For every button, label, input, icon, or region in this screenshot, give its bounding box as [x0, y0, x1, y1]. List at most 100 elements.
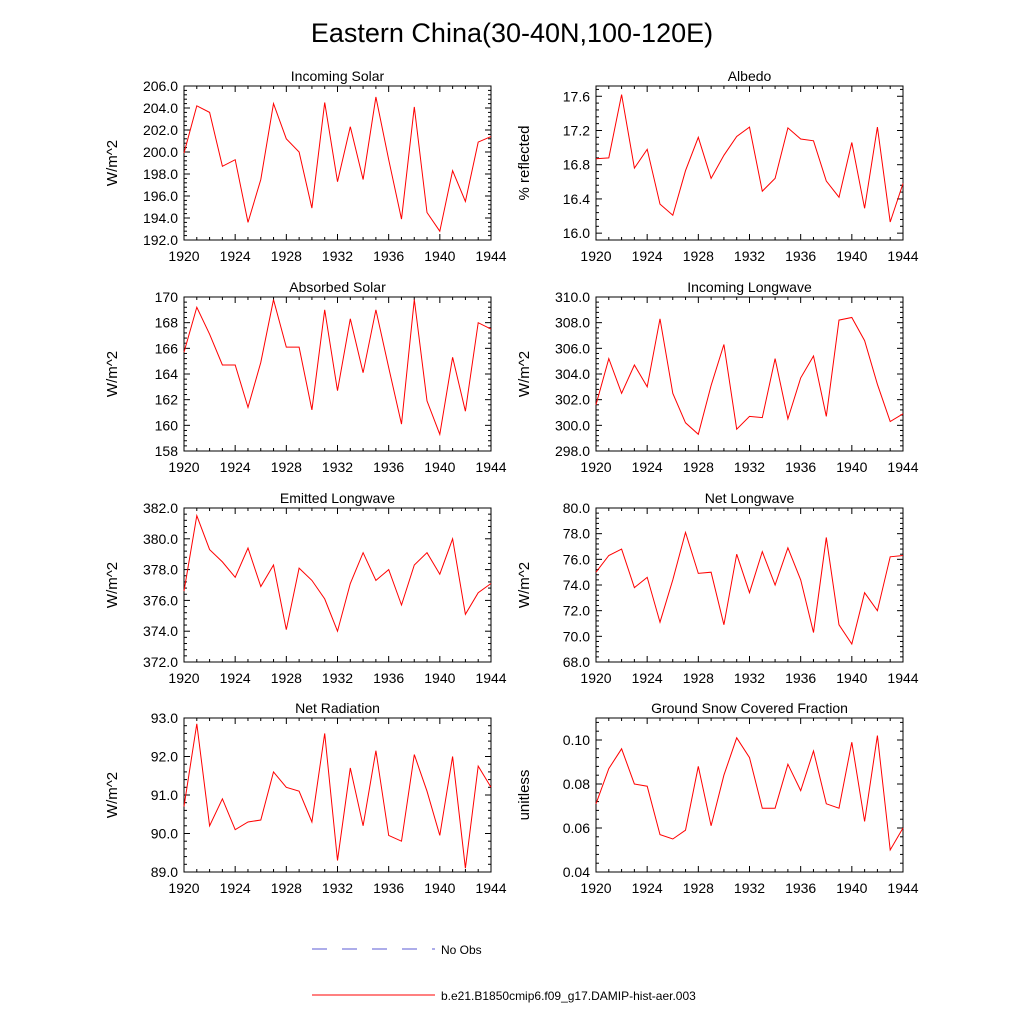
series-line-absorbed-solar: [183, 299, 492, 437]
y-tick-label: 16.8: [563, 157, 590, 173]
series-line-emitted-longwave: [183, 513, 492, 633]
panel-title-incoming-longwave: Incoming Longwave: [687, 279, 812, 295]
panel-net-radiation: Net Radiation W/m^2 1920 1924 1928 1932 1936 19…: [104, 700, 507, 896]
y-tick-label: 74.0: [563, 577, 590, 593]
x-tick-label: 1928: [271, 459, 302, 475]
y-tick-label: 90.0: [151, 826, 178, 842]
y-tick-label: 164: [155, 366, 179, 382]
y-tick-label: 204.0: [143, 100, 178, 116]
x-tick-label: 1940: [424, 459, 455, 475]
y-tick-label: 160: [155, 417, 179, 433]
y-tick-label: 200.0: [143, 144, 178, 160]
x-tick-label: 1940: [836, 248, 867, 264]
x-tick-label: 1920: [580, 880, 611, 896]
y-tick-label: 68.0: [563, 654, 590, 670]
y-tick-label: 374.0: [143, 623, 178, 639]
x-tick-label: 1940: [836, 670, 867, 686]
y-tick-label: 170: [155, 289, 179, 305]
y-tick-label: 300.0: [555, 417, 590, 433]
y-tick-label: 306.0: [555, 340, 590, 356]
panel-albedo: Albedo % reflected 1920 1924 1928 1932 1936 194…: [516, 68, 919, 264]
series-line-net-longwave: [595, 530, 904, 646]
y-tick-label: 192.0: [143, 232, 178, 248]
y-tick-label: 382.0: [143, 500, 178, 516]
x-tick-label: 1928: [683, 880, 714, 896]
y-tick-label: 302.0: [555, 392, 590, 408]
y-tick-label: 196.0: [143, 188, 178, 204]
x-tick-label: 1928: [271, 248, 302, 264]
x-tick-label: 1944: [475, 670, 506, 686]
panel-title-absorbed-solar: Absorbed Solar: [289, 279, 386, 295]
legend-label-model: b.e21.B1850cmip6.f09_g17.DAMIP-hist-aer.…: [441, 989, 696, 1003]
x-tick-label: 1924: [632, 248, 663, 264]
ticks-emitted-longwave: [183, 507, 492, 663]
y-axis-label-net-longwave: W/m^2: [516, 562, 533, 608]
series-line-albedo: [595, 94, 904, 223]
x-tick-label: 1940: [424, 670, 455, 686]
panel-incoming-solar: Incoming Solar W/m^2 1920 1924 1928 1932 1936 1…: [104, 68, 507, 264]
series-line-incoming-solar: [183, 96, 492, 233]
x-tick-label: 1920: [168, 670, 199, 686]
y-tick-label: 78.0: [563, 526, 590, 542]
y-tick-label: 372.0: [143, 654, 178, 670]
x-tick-label: 1944: [475, 459, 506, 475]
series-line-net-radiation: [183, 723, 492, 869]
x-tick-label: 1940: [836, 880, 867, 896]
x-tick-label: 1928: [271, 880, 302, 896]
x-tick-label: 1932: [734, 459, 765, 475]
y-tick-label: 298.0: [555, 443, 590, 459]
y-tick-label: 166: [155, 340, 179, 356]
legend: No Obs b.e21.B1850cmip6.f09_g17.DAMIP-hi…: [312, 943, 696, 1003]
x-tick-label: 1936: [785, 248, 816, 264]
x-tick-label: 1944: [887, 670, 918, 686]
y-tick-label: 89.0: [151, 864, 178, 880]
x-tick-label: 1920: [168, 248, 199, 264]
panels: Incoming Solar W/m^2 1920 1924 1928 1932 1936 1…: [104, 68, 919, 896]
x-tick-label: 1924: [220, 459, 251, 475]
y-tick-label: 376.0: [143, 592, 178, 608]
y-tick-label: 206.0: [143, 78, 178, 94]
y-tick-label: 158: [155, 443, 179, 459]
x-tick-label: 1924: [632, 670, 663, 686]
y-tick-label: 168: [155, 315, 179, 331]
x-tick-label: 1944: [887, 248, 918, 264]
panel-ground-snow-covered-fraction: Ground Snow Covered Fraction unitless 1920…: [516, 700, 919, 896]
plot-frame-incoming-longwave: [595, 296, 904, 452]
x-tick-label: 1932: [322, 248, 353, 264]
panel-net-longwave: Net Longwave W/m^2 1920 1924 1928 1932 1936 194…: [516, 490, 919, 686]
y-tick-label: 76.0: [563, 551, 590, 567]
plot-frame-ground-snow-covered-fraction: [595, 717, 904, 873]
x-tick-label: 1936: [785, 880, 816, 896]
y-tick-label: 202.0: [143, 122, 178, 138]
y-tick-label: 308.0: [555, 315, 590, 331]
x-tick-label: 1924: [632, 459, 663, 475]
ticks-net-longwave: [595, 507, 904, 663]
series-line-ground-snow-covered-fraction: [595, 735, 904, 852]
ticks-incoming-solar: [183, 85, 492, 241]
x-tick-label: 1936: [373, 248, 404, 264]
plot-frame-albedo: [595, 85, 904, 241]
x-tick-label: 1924: [220, 670, 251, 686]
x-tick-label: 1932: [734, 670, 765, 686]
y-tick-label: 0.06: [563, 820, 590, 836]
panel-absorbed-solar: Absorbed Solar W/m^2 1920 1924 1928 1932 1936 1…: [104, 279, 507, 475]
x-tick-label: 1936: [785, 459, 816, 475]
x-tick-label: 1944: [887, 459, 918, 475]
legend-entry-model: b.e21.B1850cmip6.f09_g17.DAMIP-hist-aer.…: [312, 989, 696, 1003]
plot-frame-emitted-longwave: [183, 507, 492, 663]
y-tick-label: 80.0: [563, 500, 590, 516]
y-tick-label: 304.0: [555, 366, 590, 382]
x-tick-label: 1932: [322, 880, 353, 896]
y-tick-label: 17.2: [563, 122, 590, 138]
x-tick-label: 1920: [580, 459, 611, 475]
figure-title: Eastern China(30-40N,100-120E): [311, 18, 713, 48]
x-tick-label: 1924: [220, 248, 251, 264]
panel-title-incoming-solar: Incoming Solar: [291, 68, 385, 84]
x-tick-label: 1932: [734, 248, 765, 264]
x-tick-label: 1932: [322, 459, 353, 475]
y-tick-label: 16.4: [563, 191, 590, 207]
y-tick-label: 162: [155, 392, 179, 408]
ticks-ground-snow-covered-fraction: [595, 718, 904, 873]
x-tick-label: 1920: [580, 670, 611, 686]
y-tick-label: 0.04: [563, 864, 590, 880]
